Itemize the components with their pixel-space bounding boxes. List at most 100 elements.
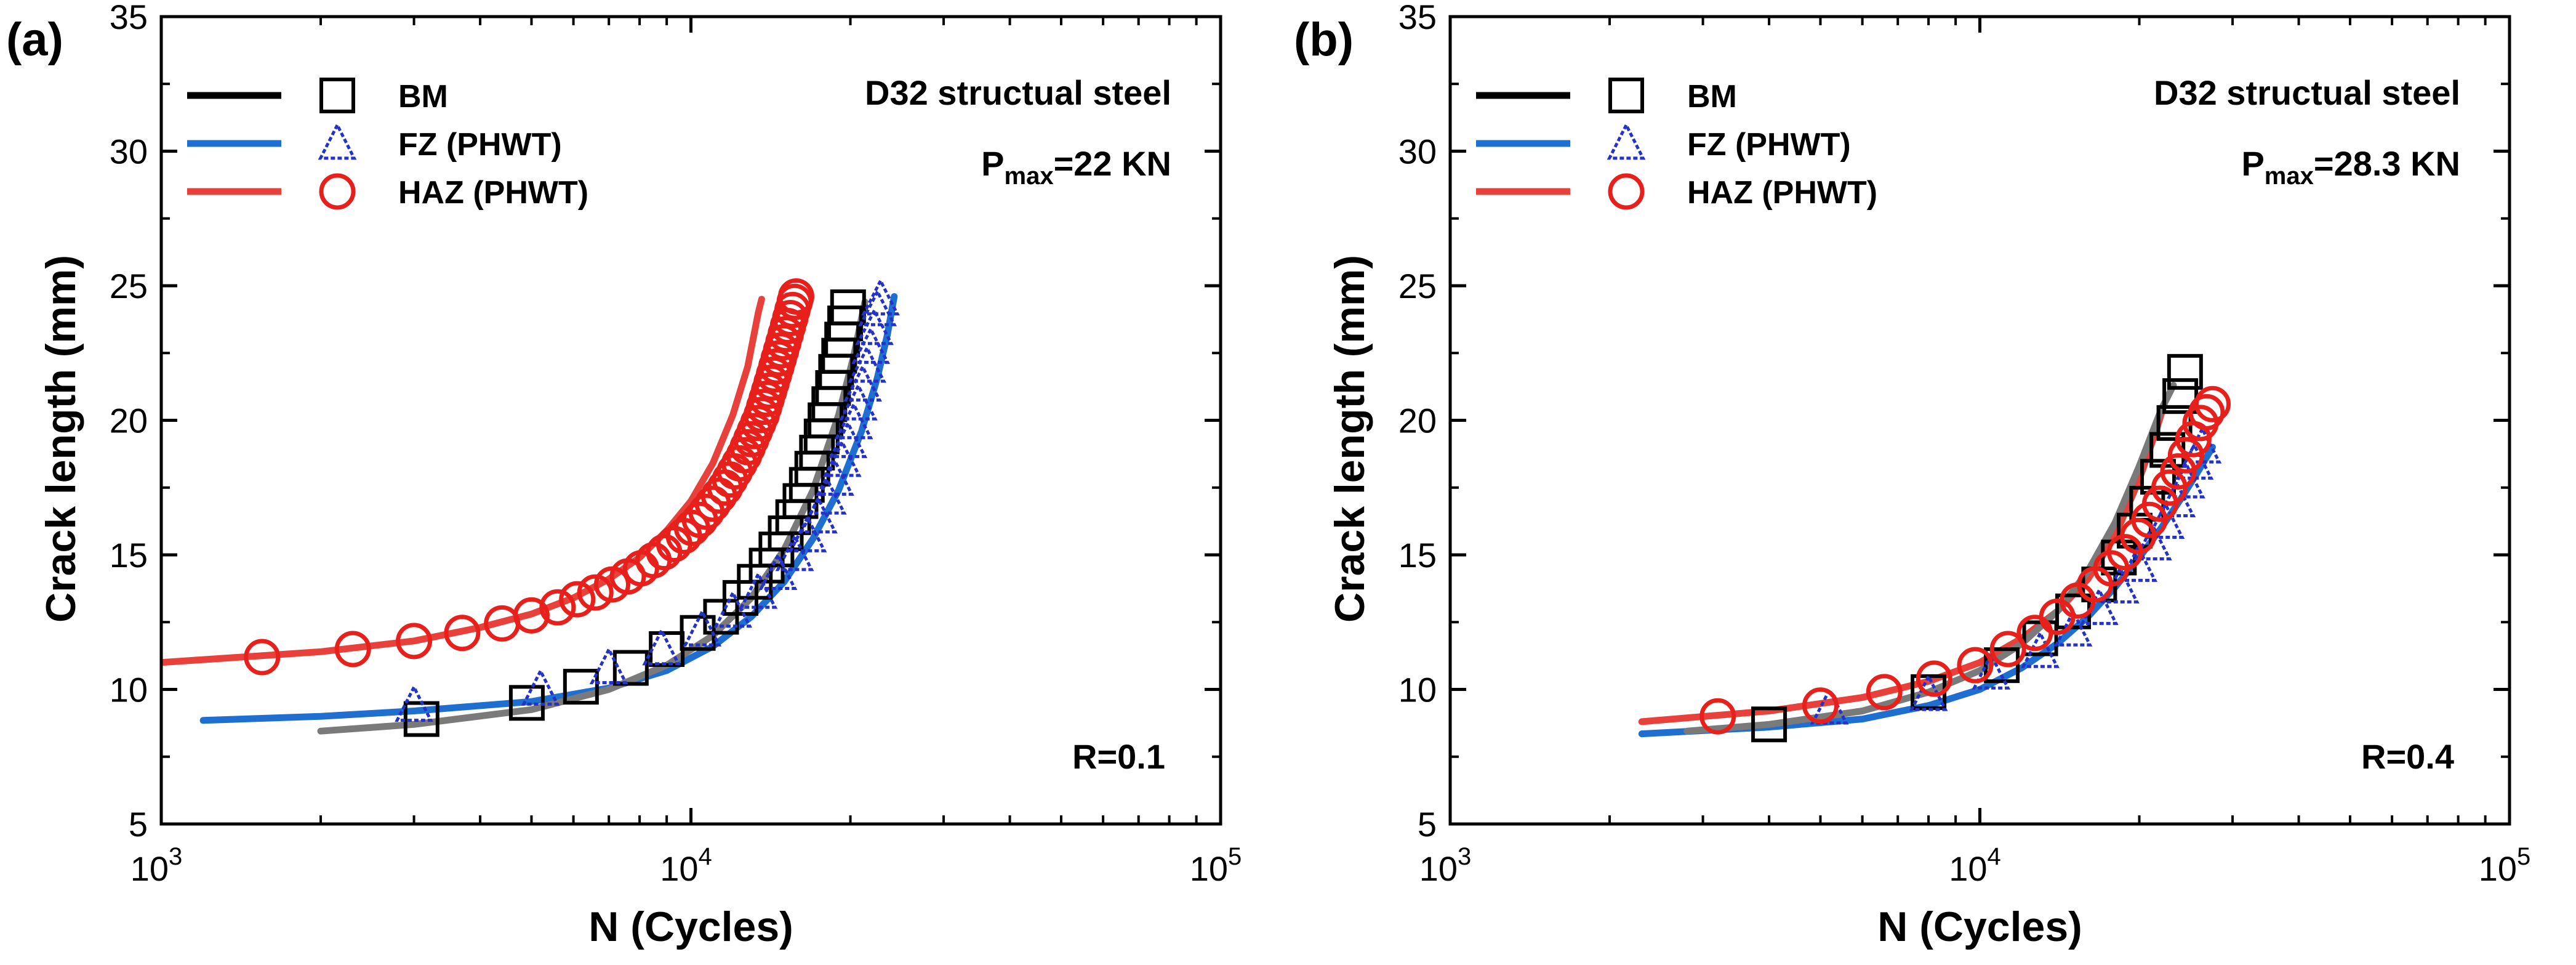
data-point [577,574,614,611]
panel-label: (b) [1294,14,1354,66]
data-point [683,608,722,647]
legend-marker [319,173,356,210]
chart-panel: (a) 5 10 15 20 25 30 35 103 104 105 N (Cycles) Crack… [6,0,1242,950]
data-point [848,344,886,383]
data-point [829,420,868,458]
data-point [642,627,681,666]
legend-item: HAZ (PHWT) [187,173,588,211]
material-label: D32 structual steel [865,73,1171,112]
data-point [1866,674,1903,711]
data-point [855,307,894,345]
legend-marker [318,121,357,160]
data-point [843,363,882,402]
y-tick-label: 5 [1418,805,1437,844]
data-point [563,669,599,705]
data-point [713,589,753,628]
data-point [2167,353,2203,390]
y-tick-label: 25 [1398,267,1437,305]
y-tick-label: 20 [110,402,148,440]
legend-item: BM [187,78,448,115]
load-label: Pmax=22 KN [981,144,1171,190]
ratio-label: R=0.1 [1072,737,1165,776]
x-axis-title: N (Cycles) [588,903,793,950]
y-tick-label: 30 [110,132,148,171]
data-point [2140,459,2177,495]
y-axis-title: Crack length (mm) [38,255,84,623]
data-point [799,495,838,534]
plot-area [161,277,900,737]
data-point [513,597,550,634]
data-point [1751,706,1788,743]
legend-marker [1607,121,1646,160]
data-point [2167,460,2205,499]
data-point [444,615,481,652]
x-tick-label: 104 [1949,843,2001,888]
data-point [521,668,560,706]
data-point [396,623,433,660]
series-haz [1699,386,2231,735]
x-tick-label: 103 [1419,843,1472,888]
data-point [2080,586,2119,625]
legend-label: HAZ (PHWT) [398,175,588,211]
y-tick-label: 20 [1398,402,1437,440]
data-point [822,438,862,477]
data-point [2146,501,2185,539]
data-point [395,684,433,722]
data-point [839,382,878,421]
data-point [244,639,281,676]
legend-label: BM [398,79,448,115]
data-point [1972,651,2011,690]
data-point [2053,608,2093,647]
data-point [739,570,778,609]
series-haz [244,278,814,676]
y-tick-label: 15 [1398,536,1437,575]
data-point [589,646,628,684]
fit-curve-haz [1638,400,2168,725]
fit-curve-bm [1683,382,2177,735]
data-point [808,476,847,515]
legend-marker [1608,78,1644,113]
data-point [559,581,596,618]
legend-label: FZ (PHWT) [1687,127,1851,163]
data-point [2133,522,2172,560]
plot-frame [1448,15,2511,826]
data-point [1916,660,1952,697]
data-point [2101,565,2140,604]
y-axis-title: Crack length (mm) [1326,255,1373,623]
data-point [2160,453,2197,490]
legend-label: HAZ (PHWT) [1687,175,1877,211]
load-label: Pmax=28.3 KN [2241,144,2460,190]
legend-marker [319,78,355,113]
data-point [2119,544,2158,582]
fit-curve-fz [199,293,898,724]
data-point [1802,687,1839,724]
data-point [1984,647,2020,684]
y-tick-label: 25 [110,267,148,305]
x-tick-label: 105 [1190,843,1242,888]
y-tick-label: 5 [129,805,148,844]
panel-label: (a) [6,14,63,66]
x-tick-label: 103 [130,843,183,888]
y-tick-label: 30 [1398,132,1437,171]
legend-item: FZ (PHWT) [187,121,562,163]
data-point [612,650,649,686]
y-tick-label: 10 [1398,671,1437,709]
legend-item: HAZ (PHWT) [1476,173,1877,211]
x-tick-label: 105 [2479,843,2531,888]
data-point [2162,378,2199,414]
data-point [2194,386,2231,422]
data-point [788,514,827,552]
legend-marker [1608,173,1645,210]
data-point [646,534,683,571]
y-tick-label: 15 [110,536,148,575]
fit-curve-haz [161,296,765,666]
data-point [334,631,371,668]
data-point [1989,631,2026,668]
series-fz [395,277,900,722]
data-point [777,278,814,315]
x-axis-title: N (Cycles) [1877,903,2082,950]
legend-item: FZ (PHWT) [1476,121,1851,163]
y-tick-label: 35 [110,0,148,36]
data-point [539,589,576,626]
